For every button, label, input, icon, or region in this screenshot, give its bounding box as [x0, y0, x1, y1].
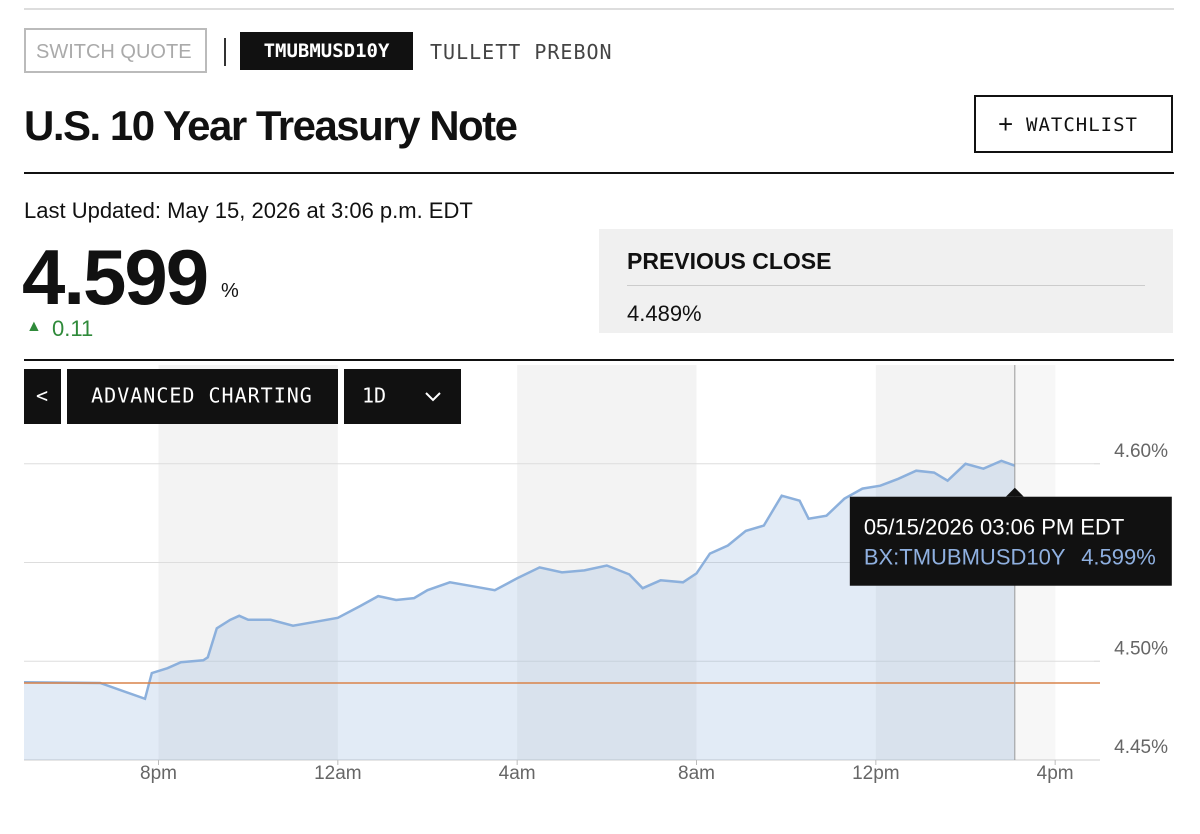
placeholder: SWITCH QUOTE	[36, 41, 192, 63]
x-tick-label: 12pm	[852, 763, 900, 784]
plus-icon: +	[998, 109, 1014, 139]
previous-close-value: 4.489%	[627, 301, 702, 326]
up-arrow: ▲	[26, 318, 42, 335]
range-label: 1D	[362, 384, 386, 408]
ticker: TMUBMUSD10Y	[240, 32, 413, 70]
x-tick-label: 12am	[314, 763, 362, 784]
y-tick-label: 4.50%	[1114, 638, 1168, 659]
watchlist-label: WATCHLIST	[1026, 114, 1138, 136]
previous-close-panel: PREVIOUS CLOSE 4.489%	[599, 229, 1173, 333]
previous-close-label: PREVIOUS CLOSE	[627, 248, 832, 274]
back-icon: <	[36, 384, 48, 408]
x-tick-label: 4am	[499, 763, 536, 784]
back-button[interactable]	[24, 369, 61, 424]
chevron	[425, 392, 441, 402]
y-tick-label: 4.45%	[1114, 737, 1168, 758]
last-updated: Last Updated: May 15, 2026 at 3:06 p.m. …	[24, 198, 473, 223]
top-rule	[24, 8, 1174, 10]
change: 0.11	[52, 316, 94, 341]
line	[23, 459, 1016, 701]
watchlist-button[interactable]: + WATCHLIST	[974, 95, 1173, 153]
tooltip-pointer	[1005, 487, 1024, 497]
tooltip-value: 4.599%	[1081, 545, 1156, 570]
price-unit: %	[221, 280, 239, 302]
area	[24, 460, 1015, 760]
separator	[224, 38, 226, 66]
x-tick-label: 8pm	[140, 763, 177, 784]
x-tick-label: 8am	[678, 763, 715, 784]
x-tick-label: 4pm	[1037, 763, 1074, 784]
divider	[627, 285, 1145, 286]
tooltip-time: 05/15/2026 03:06 PM EDT	[864, 515, 1125, 540]
source: TULLETT PREBON	[430, 40, 613, 64]
rule	[24, 359, 1174, 361]
y-tick-label: 4.60%	[1114, 441, 1168, 462]
advanced-charting-button[interactable]	[67, 369, 338, 424]
price: 4.599	[22, 233, 209, 321]
rule	[24, 172, 1174, 174]
tooltip-box	[849, 496, 1172, 586]
switch-quote-input[interactable]: SWITCH QUOTE	[24, 28, 207, 73]
advanced-charting-label: ADVANCED CHARTING	[91, 384, 313, 408]
range-dropdown[interactable]	[344, 369, 461, 424]
tooltip-symbol: BX:TMUBMUSD10Y	[864, 545, 1066, 570]
title: U.S. 10 Year Treasury Note	[24, 102, 518, 149]
